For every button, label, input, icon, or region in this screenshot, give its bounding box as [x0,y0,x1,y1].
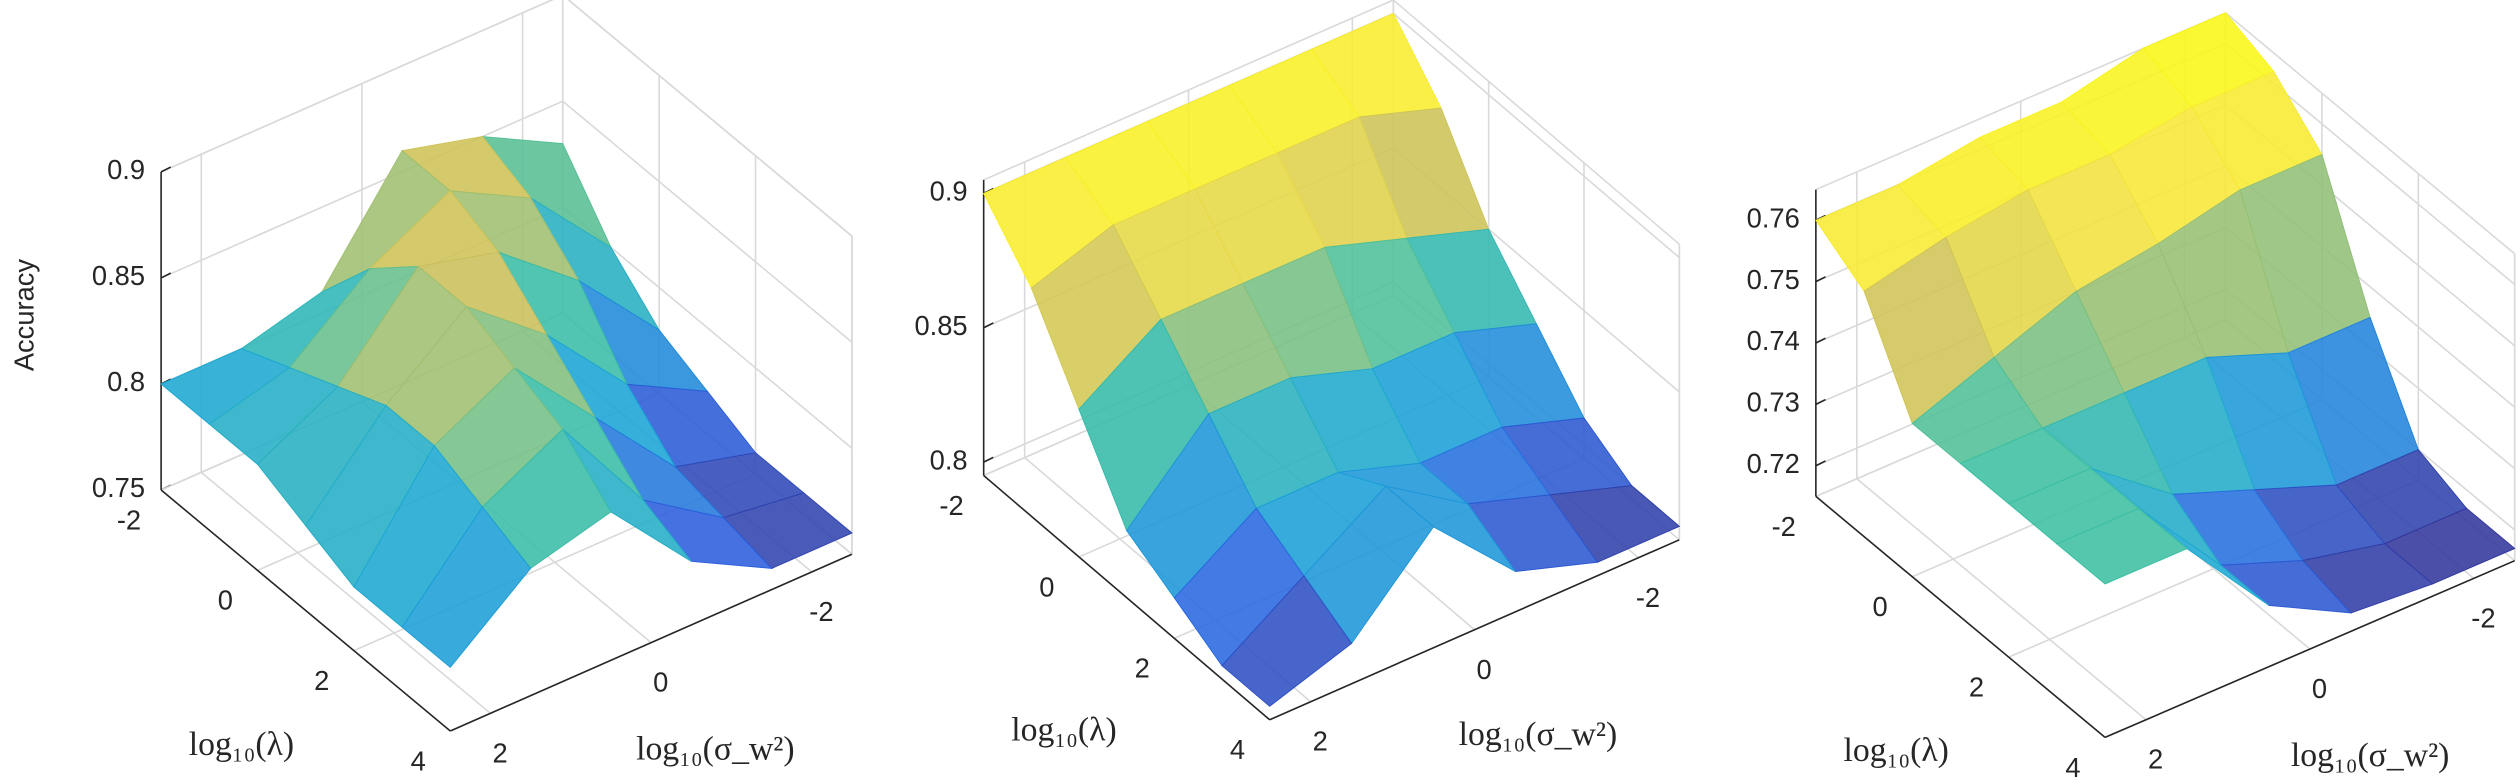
y-axis-label: log₁₀(λ) [1011,711,1116,748]
y-tick-label: 4 [411,745,426,776]
y-axis [160,489,451,732]
z-tick-label: 0.76 [1747,202,1800,233]
y-tick-label: 4 [1230,734,1245,765]
z-tick-label: 0.75 [1747,264,1800,295]
y-tick-label: 2 [1969,671,1984,702]
x-tick-label: 0 [1477,654,1492,685]
y-axis [983,474,1271,721]
tick-mark [983,322,994,329]
y-tick-label: -2 [117,504,141,535]
x-tick-label: 0 [2312,673,2327,704]
x-axis-label: log₁₀(σ_w²) [1459,716,1618,753]
x-tick-label: 2 [1313,726,1328,757]
box-edge [1392,0,1680,245]
z-tick-label: 0.8 [930,444,968,475]
z-tick-label: 0.85 [92,260,145,291]
x-tick-label: 2 [493,737,508,768]
x-axis-label: log₁₀(σ_w²) [636,731,795,768]
x-tick-label: -2 [2471,602,2495,633]
grid-line [562,100,853,343]
x-tick-label: -2 [1636,582,1660,613]
y-tick-label: 4 [2065,752,2080,783]
y-axis [1815,495,2106,739]
x-axis-label: log₁₀(σ_w²) [2291,737,2450,774]
x-axis [2104,559,2516,739]
grid-line [1856,478,2147,721]
surface-plot: 0.72 0.73 0.74 0.75 0.76 -2 0 2 4 2 0 -2 log₁₀(λ) log… [1747,12,2516,783]
y-tick-label: 0 [218,585,233,616]
x-tick-label: 2 [2148,744,2163,775]
z-tick-label: 0.73 [1747,387,1800,418]
y-tick-label: -2 [939,490,963,521]
tick-mark [1815,398,1826,406]
tick-mark [160,166,172,173]
x-axis [449,553,853,732]
tick-mark [160,272,172,279]
y-tick-label: 2 [314,665,329,696]
tick-mark [1815,460,1826,467]
tick-mark [1815,337,1826,344]
z-tick-label: 0.9 [930,176,968,207]
surface-patch [401,506,532,669]
y-tick-label: 0 [1039,571,1054,602]
z-tick-label: 0.72 [1747,448,1800,479]
box-edge [2225,12,2516,255]
z-tick-label: 0.74 [1747,325,1800,356]
grid-line [1392,12,1680,259]
y-tick-label: -2 [1772,511,1796,542]
surface-patch [2055,507,2188,585]
tick-mark [983,456,994,463]
y-axis-label: log₁₀(λ) [189,726,294,763]
z-tick-label: 0.75 [92,472,145,503]
surface-patch [1221,575,1353,707]
z-tick-label: 0.85 [914,310,967,341]
x-tick-label: -2 [809,596,833,627]
z-axis-label: Accuracy [8,259,39,372]
surface-plot: 0.8 0.85 0.9 -2 0 2 4 2 0 -2 log₁₀(λ) log₁₀(σ_w²) [914,0,1681,765]
y-tick-label: 2 [1135,653,1150,684]
tick-mark [1815,276,1826,283]
grid-line [200,471,491,714]
y-tick-label: 0 [1873,591,1888,622]
x-axis [1269,539,1680,721]
z-tick-label: 0.8 [107,366,145,397]
z-tick-label: 0.9 [107,154,145,185]
y-axis-label: log₁₀(λ) [1843,732,1948,769]
grid-line [567,0,853,237]
x-tick-label: 0 [653,667,668,698]
surface-plot: 0.75 0.8 0.85 0.9 -2 0 2 4 2 0 -2 log₁₀(λ) log₁₀(σ_w… [8,0,853,776]
